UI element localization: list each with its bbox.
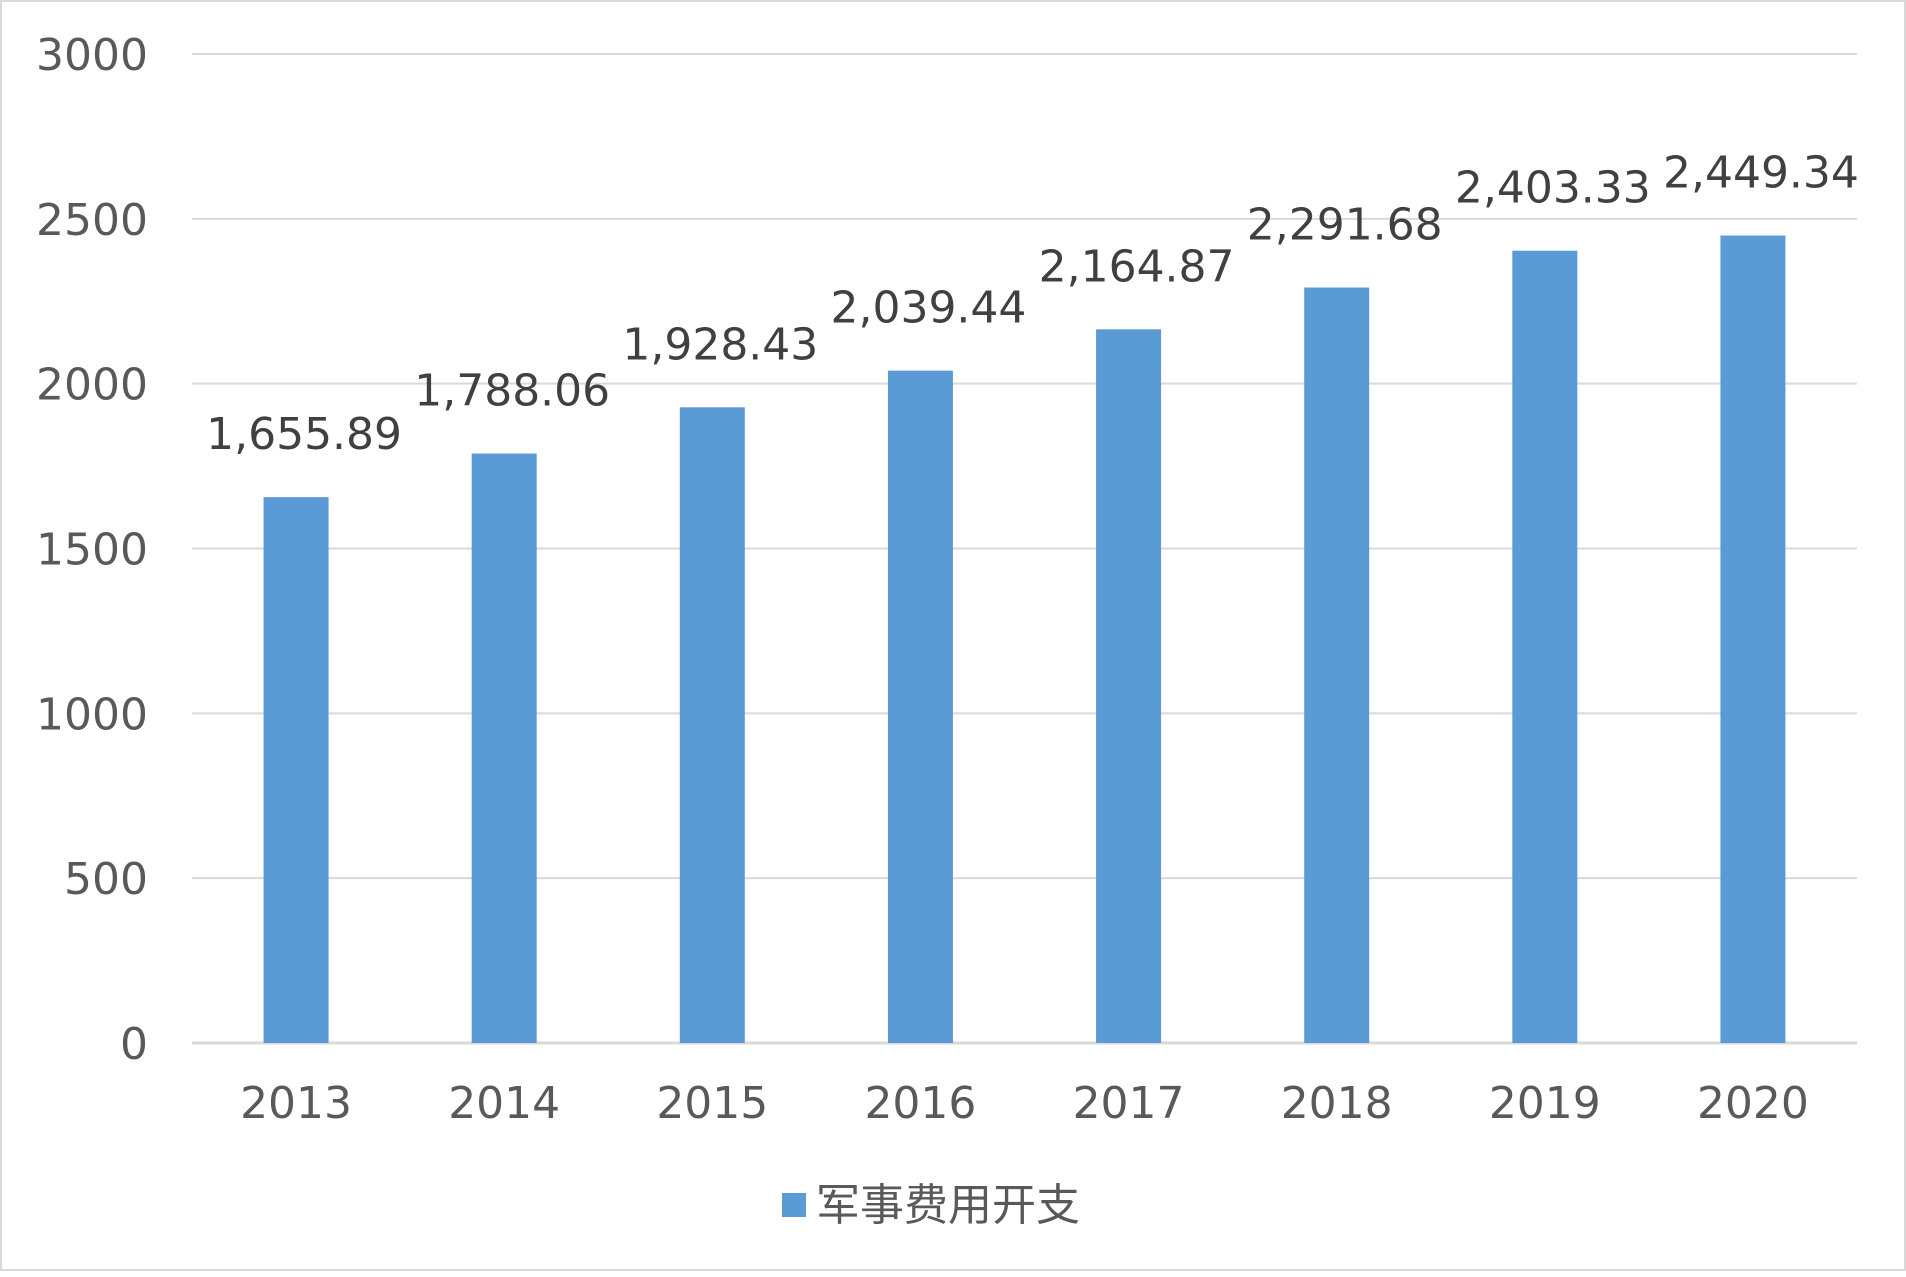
bar-2014 (471, 453, 537, 1043)
bar-2019 (1512, 250, 1578, 1043)
data-labels: 1,655.891,788.061,928.432,039.44 2,164.87… (206, 148, 1859, 461)
axes: 0 500 1000 1500 2000 2500 3000 2013 2014 2015 2016… (36, 30, 1857, 1129)
bar-2013 (263, 497, 329, 1043)
data-label-2015: 1,928.43 (622, 319, 818, 370)
data-label-2017: 2,164.87 (1039, 241, 1235, 292)
bars (263, 235, 1786, 1044)
y-tick-label: 3000 (36, 30, 148, 81)
x-tick-label: 2017 (1073, 1078, 1185, 1129)
gridlines (192, 53, 1857, 1044)
data-label-2018: 2,291.68 (1247, 200, 1443, 251)
x-tick-label: 2016 (864, 1078, 976, 1129)
y-tick-label: 500 (64, 854, 148, 905)
data-label-2020: 2,449.34 (1663, 148, 1859, 199)
data-label-2019: 2,403.33 (1455, 163, 1651, 214)
bar-2017 (1096, 329, 1162, 1043)
x-tick-label: 2014 (448, 1078, 560, 1129)
bar-2015 (679, 407, 745, 1044)
bar-2016 (887, 370, 953, 1043)
data-label-2016: 2,039.44 (830, 283, 1026, 334)
legend-swatch (782, 1193, 806, 1217)
x-tick-label: 2018 (1281, 1078, 1393, 1129)
bar-2018 (1304, 287, 1370, 1043)
y-tick-label: 1500 (36, 525, 148, 576)
data-label-2013: 1,655.89 (206, 409, 402, 460)
y-tick-label: 2500 (36, 195, 148, 246)
legend: 军事费用开支 (782, 1180, 1080, 1231)
bar-2020 (1720, 235, 1786, 1043)
legend-label: 军事费用开支 (816, 1180, 1080, 1231)
y-tick-label: 2000 (36, 360, 148, 411)
data-label-2014: 1,788.06 (414, 366, 610, 417)
x-tick-label: 2015 (656, 1078, 768, 1129)
y-tick-label: 1000 (36, 689, 148, 740)
y-tick-label: 0 (120, 1019, 148, 1070)
x-tick-label: 2020 (1697, 1078, 1809, 1129)
x-tick-label: 2019 (1489, 1078, 1601, 1129)
x-tick-label: 2013 (240, 1078, 352, 1129)
